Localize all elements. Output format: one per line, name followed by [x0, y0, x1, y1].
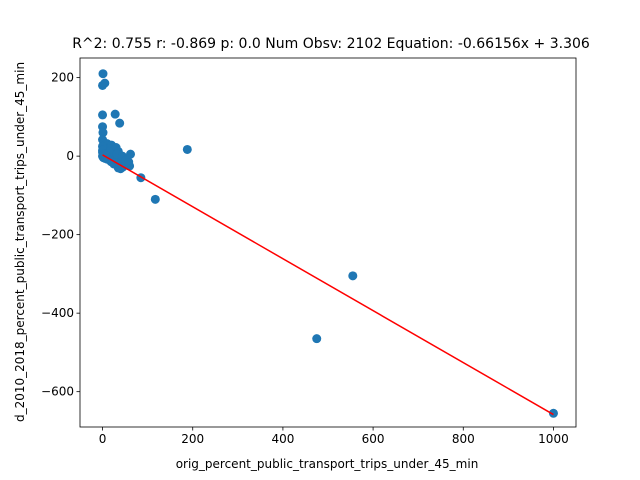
y-tick-label: −200 [41, 228, 74, 242]
data-point [348, 271, 358, 281]
data-point [150, 194, 160, 204]
regression-line [102, 154, 554, 416]
chart-title: R^2: 0.755 r: -0.869 p: 0.0 Num Obsv: 21… [72, 36, 590, 52]
y-tick-label: 0 [66, 149, 74, 163]
data-point [110, 109, 120, 119]
x-tick-label: 1000 [538, 432, 569, 446]
data-point [98, 128, 108, 138]
data-point [115, 118, 125, 128]
y-axis: −600 −400 −200 0 200 [41, 71, 80, 399]
y-tick-label: −400 [41, 306, 74, 320]
y-tick-label: −600 [41, 385, 74, 399]
data-point [124, 157, 134, 167]
data-point [126, 149, 136, 159]
data-point [100, 78, 110, 88]
data-point [98, 69, 108, 79]
x-tick-label: 400 [271, 432, 294, 446]
x-tick-label: 0 [99, 432, 107, 446]
x-tick-label: 800 [452, 432, 475, 446]
plot-frame [79, 57, 577, 428]
data-point [548, 408, 558, 418]
x-tick-label: 600 [362, 432, 385, 446]
x-axis: 0 200 400 600 800 1000 [99, 427, 569, 446]
x-axis-label: orig_percent_public_transport_trips_unde… [176, 457, 479, 471]
data-point [98, 110, 108, 120]
y-axis-label: d_2010_2018_percent_public_transport_tri… [13, 62, 27, 422]
y-tick-label: 200 [51, 71, 74, 85]
data-point [182, 144, 192, 154]
data-point [312, 334, 322, 344]
plot-area [79, 57, 577, 428]
x-tick-label: 200 [181, 432, 204, 446]
data-point [112, 161, 122, 171]
